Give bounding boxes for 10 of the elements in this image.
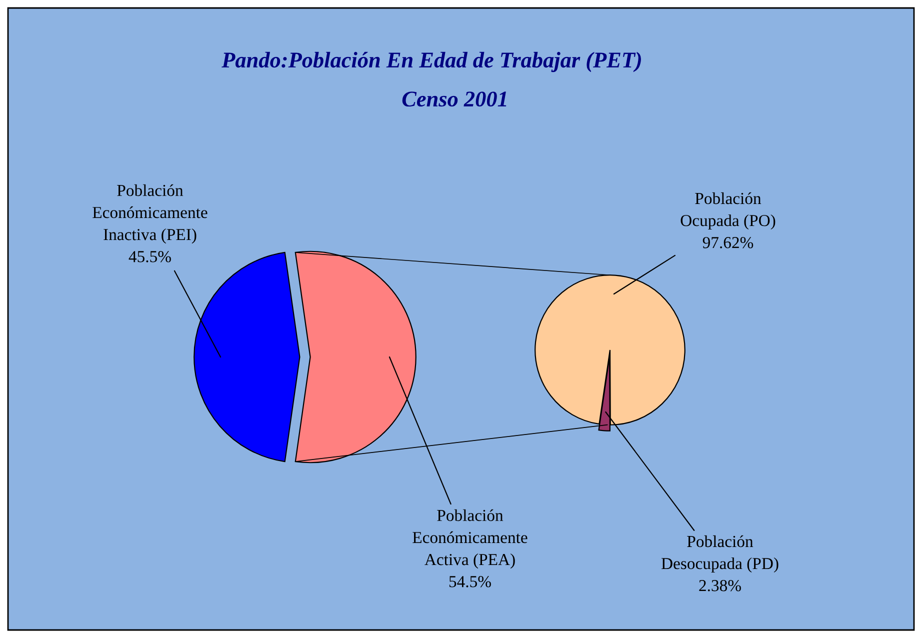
slice-label: Población Ocupada (PO): [680, 192, 776, 230]
slice-label: Población Desocupada (PD): [661, 535, 778, 573]
chart-subtitle: Censo 2001: [402, 92, 506, 107]
slice-label: Población Económicamente Activa (PEA): [412, 509, 528, 569]
data-label: 2.38%: [699, 580, 741, 592]
data-label: 97.62%: [702, 236, 754, 248]
chart-title: Pando:Población En Edad de Trabajar (PET): [222, 52, 641, 72]
data-label: 45.5%: [128, 251, 171, 262]
data-label: 54.5%: [449, 576, 491, 588]
slice-label: Población Económicamente Inactiva (PEI): [92, 184, 208, 244]
